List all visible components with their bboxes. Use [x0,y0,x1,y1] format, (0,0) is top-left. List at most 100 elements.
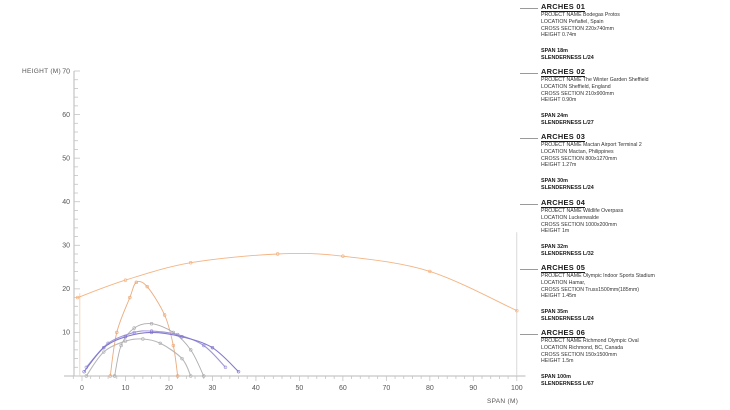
legend-leader-line [520,269,538,270]
x-tick-label: 80 [426,385,434,392]
arch-point-arches-05 [82,369,86,374]
legend-slenderness: SLENDERNESS L/24 [541,55,594,61]
y-axis-label: HEIGHT (M) [22,68,61,75]
arch-point-arches-01 [102,350,106,354]
legend-slenderness: SLENDERNESS L/32 [541,251,594,257]
legend-section: CROSS SECTION 1000x200mm [541,221,617,228]
arch-point-arches-01 [123,339,128,343]
legend-stats: SPAN 32m SLENDERNESS L/32 [541,244,594,258]
x-tick-label: 30 [209,385,217,392]
legend-details: PROJECT NAME Mactan Airport Terminal 2 L… [541,142,642,169]
arch-point-arches-01 [180,356,184,361]
legend-height: HEIGHT 1.5m [541,358,574,365]
arch-point-arches-04 [162,313,167,317]
arch-point-arches-03 [112,374,117,378]
legend-details: PROJECT NAME The Winter Garden Sheffield… [541,77,649,104]
arch-point-arches-03 [202,374,206,378]
legend-section: CROSS SECTION 800x1270mm [541,155,617,162]
arch-point-arches-01 [158,341,162,346]
legend-title: ARCHES 06 [541,328,586,338]
legend-slenderness: SLENDERNESS L/24 [541,185,594,191]
x-tick-label: 60 [339,385,347,392]
legend-project: PROJECT NAME The Winter Garden Sheffield [541,77,649,83]
legend-height: HEIGHT 0.90m [541,97,577,104]
arch-point-arches-01 [141,337,145,341]
arch-point-arches-06 [341,254,345,258]
legend-stats: SPAN 18m SLENDERNESS L/24 [541,48,594,62]
legend-slenderness: SLENDERNESS L/27 [541,120,594,126]
series-arches-02 [84,329,228,369]
legend-location: LOCATION Richmond, BC, Canada [541,344,624,351]
series-arches-01 [84,337,193,378]
arch-point-arches-01 [189,374,193,378]
legend-project: PROJECT NAME Olympic Indoor Sports Stadi… [541,273,655,279]
arch-line-arches-05 [83,331,239,373]
legend-section: CROSS SECTION 220x740mm [541,25,614,32]
legend-stats: SPAN 100m SLENDERNESS L/67 [541,374,594,388]
arch-point-arches-03 [149,322,154,326]
legend-location: LOCATION Peñafiel, Spain [541,18,604,25]
series-arches-05 [82,330,241,374]
x-tick-label: 70 [382,385,390,392]
arch-point-arches-03 [132,326,136,330]
legend-title: ARCHES 04 [541,198,586,208]
arch-point-arches-06 [275,252,280,256]
legend-details: PROJECT NAME Richmond Olympic Oval LOCAT… [541,338,639,365]
chart-axes [64,70,526,381]
x-tick-label: 20 [165,385,173,392]
legend-span: SPAN 35m [541,309,568,315]
legend-span: SPAN 32m [541,244,568,250]
legend-details: PROJECT NAME Olympic Indoor Sports Stadi… [541,273,655,300]
x-tick-label: 50 [296,385,304,392]
arch-point-arches-05 [236,369,241,374]
arch-line-arches-01 [85,338,192,377]
x-axis-label: SPAN (M) [487,398,518,405]
arch-point-arches-06 [123,278,128,282]
arch-line-arches-04 [109,281,179,377]
arch-point-arches-01 [84,374,89,378]
arch-line-arches-03 [114,323,205,377]
legend-leader-line [520,73,538,74]
legend-title: ARCHES 02 [541,67,586,77]
arch-point-arches-04 [145,284,149,289]
legend-project: PROJECT NAME Richmond Olympic Oval [541,338,639,344]
legend-span: SPAN 24m [541,113,568,119]
legend-leader-line [520,334,538,335]
legend-slenderness: SLENDERNESS L/24 [541,316,594,322]
legend-leader-line [520,8,538,9]
arch-point-arches-02 [132,330,136,335]
legend-title: ARCHES 05 [541,263,586,273]
legend-stats: SPAN 24m SLENDERNESS L/27 [541,113,594,127]
legend-height: HEIGHT 1m [541,228,570,235]
y-tick-label: 20 [62,286,70,293]
arch-point-arches-03 [189,348,193,352]
tick-label-layer: 10 20 30 40 50 60 70 0 10 20 30 40 50 60 70 80 90 100 [62,68,523,392]
legend-location: LOCATION Sheffield, England [541,83,611,90]
legend-stats: SPAN 30m SLENDERNESS L/24 [541,178,594,192]
legend-project: PROJECT NAME Wildlife Overpass [541,208,624,214]
legend-height: HEIGHT 0.74m [541,32,577,39]
legend-project: PROJECT NAME Mactan Airport Terminal 2 [541,142,642,148]
x-tick-label: 90 [469,385,477,392]
arch-point-arches-02 [202,343,206,348]
legend-location: LOCATION Luckenwalde [541,214,599,221]
arch-point-arches-05 [102,345,106,350]
x-tick-label: 100 [511,385,523,392]
arch-point-arches-02 [223,365,228,369]
arch-series-layer [75,252,519,378]
arch-point-arches-04 [134,280,139,285]
legend-height: HEIGHT 1.27m [541,162,577,169]
arch-point-arches-06 [428,269,432,274]
arch-line-arches-06 [77,252,517,312]
legend-title: ARCHES 01 [541,2,586,12]
legend-details: PROJECT NAME Bodegas Protos LOCATION Peñ… [541,12,620,39]
arch-point-arches-05 [210,345,215,350]
legend-slenderness: SLENDERNESS L/67 [541,381,594,387]
arch-point-arches-04 [115,330,119,335]
legend-stats: SPAN 35m SLENDERNESS L/24 [541,309,594,323]
legend-project: PROJECT NAME Bodegas Protos [541,12,620,18]
legend-leader-line [520,204,538,205]
legend-section: CROSS SECTION Truss1500mm(185mm) [541,286,640,293]
legend-title: ARCHES 03 [541,132,586,142]
